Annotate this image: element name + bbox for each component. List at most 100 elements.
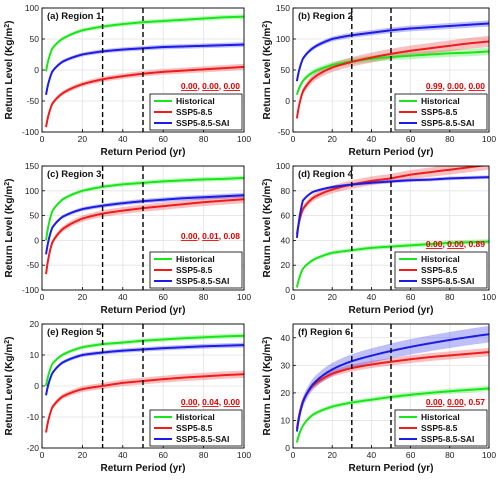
p-value: 0.00	[202, 81, 219, 91]
x-tick-label: 0	[40, 292, 45, 302]
y-tick-label: 0	[285, 285, 290, 295]
x-tick-label: 100	[482, 292, 496, 302]
y-tick-label: 150	[276, 3, 290, 13]
y-axis-label-sup: 2	[4, 182, 11, 186]
x-tick-label: 20	[327, 450, 337, 460]
series-line-ssp5-8-5	[45, 65, 244, 128]
legend-entry: Historical	[421, 254, 460, 264]
y-axis-label: Return Level (Kg/m2)	[4, 337, 16, 436]
y-tick-label: 20	[281, 388, 291, 398]
y-tick-label: 0	[34, 235, 39, 245]
plot-content	[45, 175, 244, 277]
legend-entry: SSP5-8.5	[421, 423, 458, 433]
series-line-ssp5-8-5-sai	[295, 176, 489, 239]
p-value: 0.00	[426, 397, 443, 407]
series-line-historical	[45, 15, 244, 72]
y-axis-label-main: Return Level (Kg/m	[4, 28, 15, 120]
x-tick-label: 80	[199, 292, 209, 302]
p-values: 0.00, 0.00, 0.00	[181, 81, 240, 91]
y-axis-label-sup: 2	[4, 340, 11, 344]
series-band-historical	[46, 333, 244, 388]
x-tick-label: 20	[78, 292, 88, 302]
legend-entry: SSP5-8.5-SAI	[176, 118, 229, 128]
series-line-ssp5-8-5	[45, 198, 244, 275]
p-value: 0.00	[447, 81, 464, 91]
series-line-historical	[295, 387, 489, 443]
x-axis-label: Return Period (yr)	[348, 463, 433, 474]
panel-4: 0 20 40 60 80 100 0 20 40 60 80 100 (d) Region 4 Retu…	[262, 161, 497, 316]
y-axis-label: Return Level (Kg/m2)	[4, 179, 16, 278]
legend-entry: SSP5-8.5-SAI	[421, 434, 474, 444]
series-line-ssp5-8-5	[295, 351, 489, 429]
panel-title: (c) Region 3	[47, 169, 101, 180]
series-line-ssp5-8-5-sai	[295, 22, 489, 82]
x-axis-label: Return Period (yr)	[100, 147, 185, 158]
x-tick-label: 60	[406, 134, 416, 144]
x-axis-label: Return Period (yr)	[348, 305, 433, 316]
series-band-ssp5-8-5-sai	[46, 42, 244, 97]
p-values: 0.00, 0.04, 0.00	[181, 397, 240, 407]
y-tick-label: 50	[30, 211, 40, 221]
legend-entry: SSP5-8.5-SAI	[421, 118, 474, 128]
y-tick-label: 60	[281, 211, 291, 221]
legend-entry: SSP5-8.5	[176, 265, 213, 275]
series-line-ssp5-8-5-sai	[45, 43, 244, 95]
x-tick-label: 0	[291, 292, 296, 302]
series-line-ssp5-8-5	[295, 166, 488, 235]
p-value-separator: ,	[197, 81, 202, 91]
y-axis-label-main: Return Level (Kg/m	[262, 28, 273, 120]
legend-entry: Historical	[176, 254, 215, 264]
x-tick-label: 80	[445, 292, 455, 302]
series-band-ssp5-8-5-sai	[46, 342, 244, 397]
y-tick-label: -100	[22, 285, 39, 295]
y-tick-label: 0	[34, 381, 39, 391]
legend-entry: Historical	[421, 412, 460, 422]
y-tick-label: 10	[30, 350, 40, 360]
panel-3: 0 20 40 60 80 100 -100 -50 0 50 100 150 (c) Region 3…	[4, 161, 252, 316]
y-tick-label: 0	[34, 65, 39, 75]
p-value: 0.01	[202, 231, 219, 241]
axes-frame	[292, 323, 490, 449]
plot-content	[45, 14, 244, 129]
x-tick-label: 80	[445, 134, 455, 144]
series-line-historical	[45, 176, 244, 241]
y-axis-label-main: Return Level (Kg/m	[262, 344, 273, 436]
p-value: 0.00	[223, 397, 240, 407]
p-value: 0.00	[223, 81, 240, 91]
x-tick-label: 0	[291, 134, 296, 144]
p-value: 0.04	[202, 397, 219, 407]
x-axis-label: Return Period (yr)	[100, 463, 185, 474]
x-tick-label: 80	[199, 450, 209, 460]
y-tick-label: -50	[27, 96, 40, 106]
p-value: 0.00	[468, 81, 485, 91]
x-tick-label: 100	[237, 450, 251, 460]
x-tick-label: 60	[406, 450, 416, 460]
y-axis-label-end: )	[262, 179, 273, 182]
y-tick-label: 50	[30, 34, 40, 44]
x-tick-label: 60	[406, 292, 416, 302]
p-value-separator: ,	[197, 397, 202, 407]
y-tick-label: 20	[281, 260, 291, 270]
y-axis-label: Return Level (Kg/m2)	[262, 179, 274, 278]
x-tick-label: 80	[199, 134, 209, 144]
legend-entry: SSP5-8.5-SAI	[421, 276, 474, 286]
series-band-ssp5-8-5-sai	[46, 192, 244, 256]
x-tick-label: 0	[40, 134, 45, 144]
legend-entry: Historical	[421, 96, 460, 106]
x-tick-label: 60	[158, 450, 168, 460]
y-axis-label-sup: 2	[4, 24, 11, 28]
x-tick-label: 100	[482, 450, 496, 460]
y-axis-label-end: )	[262, 21, 273, 24]
y-tick-label: 0	[285, 96, 290, 106]
x-tick-label: 20	[327, 292, 337, 302]
y-tick-label: -100	[22, 127, 39, 137]
y-axis-label-sup: 2	[262, 182, 269, 186]
y-tick-label: 10	[281, 415, 291, 425]
p-value-separator: ,	[464, 397, 469, 407]
series-line-historical	[45, 334, 244, 387]
